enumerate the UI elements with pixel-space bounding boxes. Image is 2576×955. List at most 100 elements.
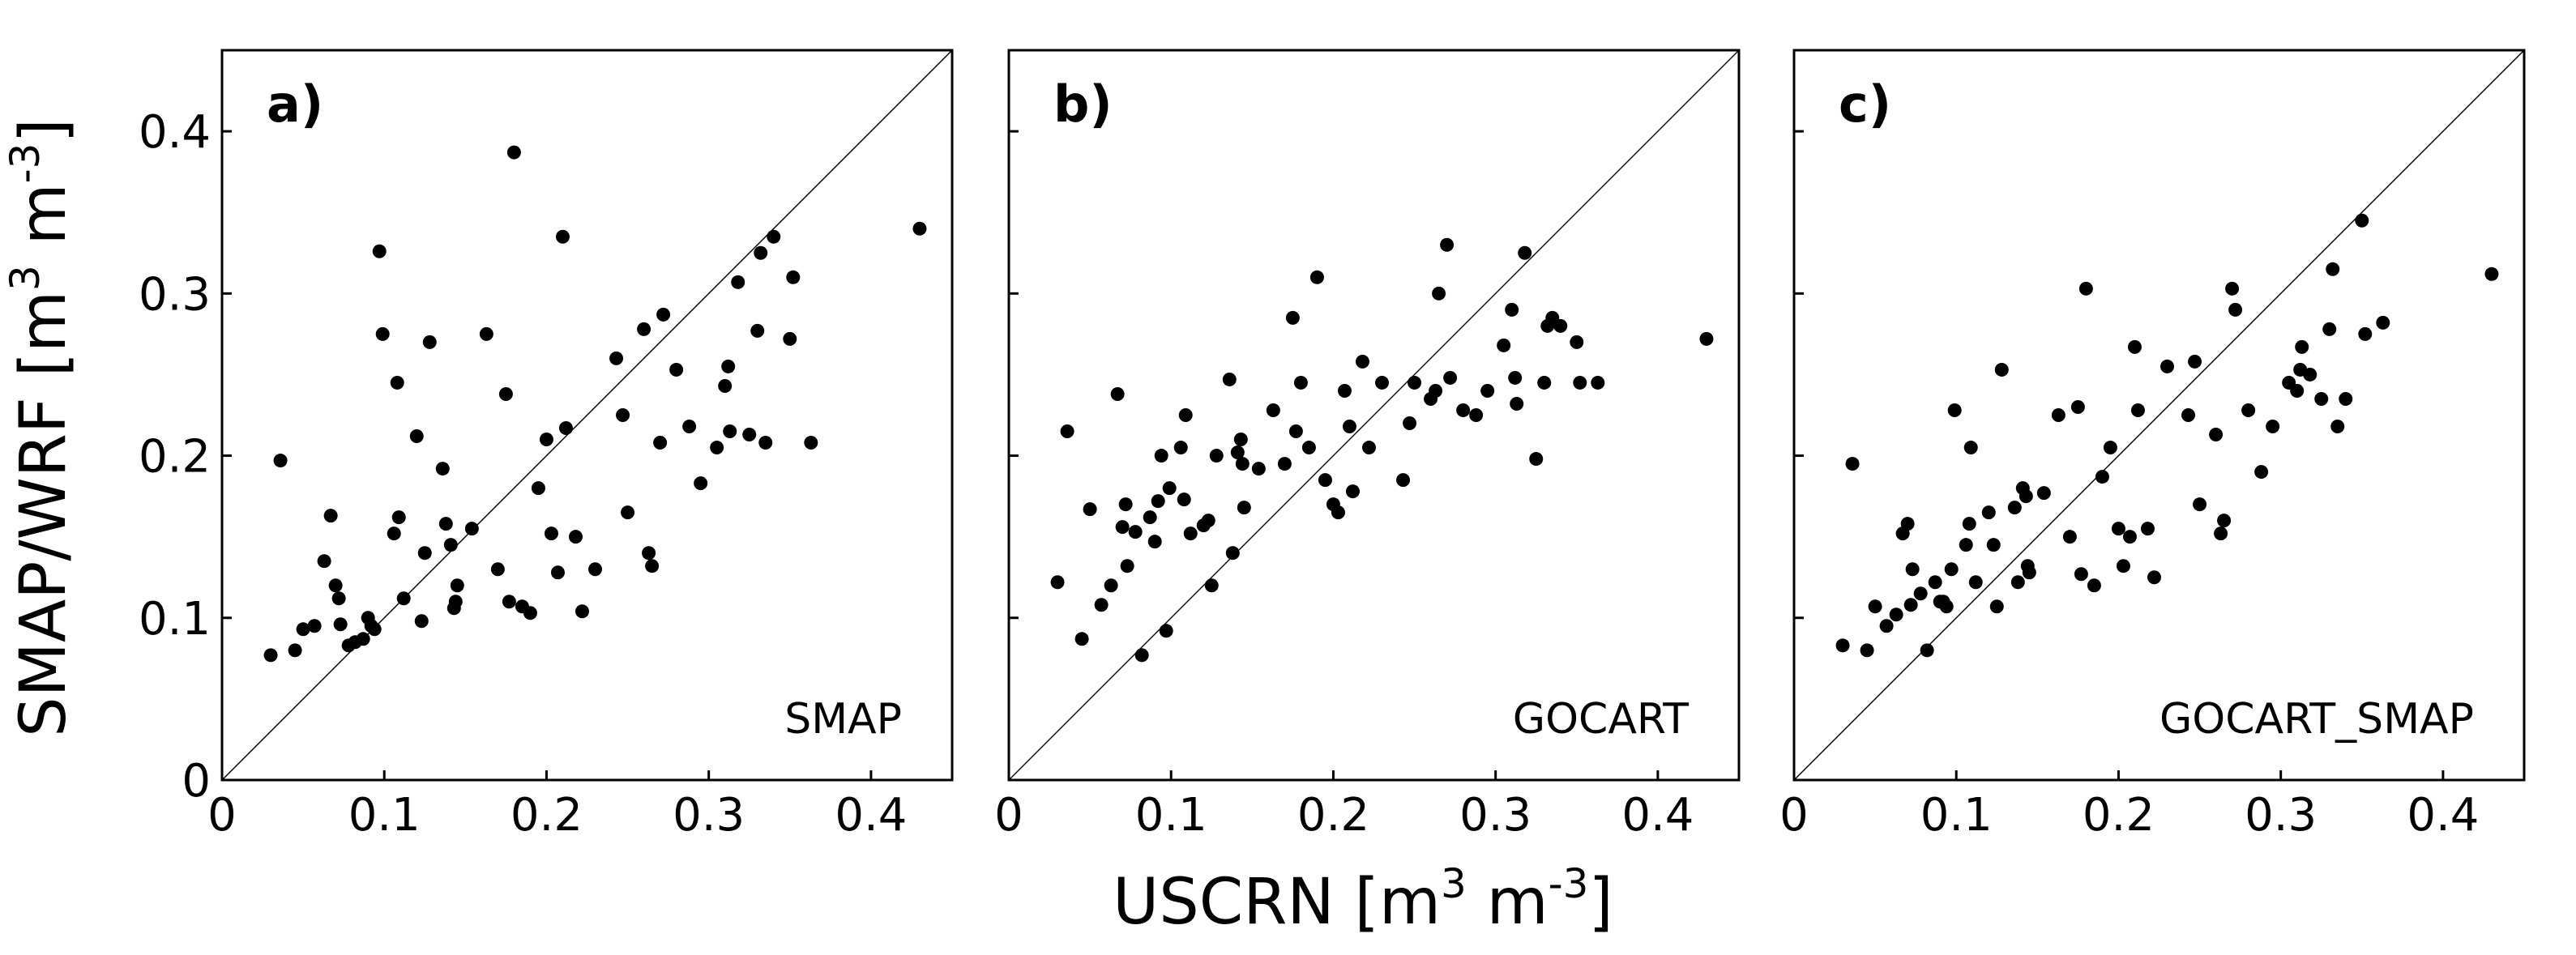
data-point	[443, 538, 458, 552]
x-tick-label: 0.3	[673, 789, 745, 842]
data-point	[1981, 505, 1996, 520]
x-tick-label: 0.1	[348, 789, 421, 842]
data-point	[531, 481, 545, 496]
data-point	[804, 436, 818, 450]
panel-label: c)	[1839, 75, 1891, 134]
data-point	[2007, 501, 2022, 515]
data-point	[1591, 375, 1605, 390]
data-point	[1699, 331, 1714, 346]
data-point	[1959, 538, 1973, 552]
data-point	[1074, 632, 1089, 646]
data-point	[387, 527, 401, 541]
data-point	[2295, 339, 2309, 354]
data-point	[1508, 370, 1523, 385]
data-point	[2355, 213, 2369, 228]
data-point	[1115, 520, 1130, 535]
data-point	[1986, 538, 2001, 552]
data-point	[1177, 492, 1191, 507]
data-point	[754, 245, 768, 260]
data-point	[2127, 339, 2142, 354]
data-point	[2188, 354, 2202, 369]
y-tick-label: 0	[182, 755, 211, 808]
data-point	[912, 221, 927, 236]
data-point	[742, 428, 757, 442]
data-point	[1505, 302, 1519, 317]
data-point	[694, 476, 708, 491]
one-to-one-line	[1793, 49, 2525, 781]
data-point	[1050, 575, 1065, 590]
data-point	[1233, 433, 1248, 447]
data-point	[450, 578, 464, 593]
data-point	[1845, 457, 1860, 471]
data-point	[2217, 514, 2232, 528]
data-point	[356, 632, 370, 646]
data-point	[1408, 375, 1422, 390]
data-point	[1429, 383, 1443, 398]
data-point	[1573, 375, 1587, 390]
y-tick-label: 0.3	[139, 268, 211, 321]
data-point	[2376, 315, 2390, 330]
data-point	[2225, 281, 2240, 296]
data-point	[328, 578, 343, 593]
data-point	[783, 331, 797, 346]
data-point	[1143, 510, 1157, 525]
data-point	[2070, 399, 2085, 414]
x-tick-label: 0.4	[835, 789, 907, 842]
data-point	[307, 619, 322, 633]
data-point	[2062, 530, 2077, 544]
x-tick-label: 0	[207, 789, 237, 842]
data-point	[2111, 522, 2125, 536]
data-point	[1230, 446, 1245, 460]
data-point	[372, 244, 387, 258]
data-point	[2160, 359, 2175, 373]
data-point	[1889, 608, 1903, 622]
data-point	[2266, 420, 2280, 434]
data-point	[1529, 452, 1544, 467]
data-point	[333, 617, 348, 632]
panel-1: 0 0.1 0.2 0.3 0.4 0 0.1 0.2 0.3 0.4 a) SMAP	[139, 49, 954, 842]
y-tick-label: 0.4	[139, 106, 211, 159]
data-point	[669, 362, 684, 377]
data-point	[2078, 281, 2093, 296]
data-point	[1151, 494, 1165, 509]
data-point	[568, 530, 583, 544]
data-point	[1337, 383, 1352, 398]
data-point	[2241, 403, 2256, 417]
data-point	[642, 546, 656, 561]
data-point	[2322, 322, 2337, 336]
x-tick-label: 0.4	[2407, 789, 2479, 842]
data-point	[1183, 527, 1198, 541]
data-point	[1903, 598, 1918, 612]
data-point	[1104, 578, 1118, 593]
plot-frame	[1007, 49, 1741, 782]
data-point	[2330, 420, 2345, 434]
y-axis-title: SMAP/WRF [m3 m-3]	[2, 118, 80, 737]
data-point	[1440, 237, 1455, 252]
data-point	[1301, 441, 1316, 455]
data-point	[331, 591, 346, 606]
data-point	[1162, 481, 1177, 496]
series-name-label: SMAP	[784, 695, 902, 744]
series-name-label: GOCART_SMAP	[2159, 695, 2474, 744]
data-point	[1403, 416, 1417, 431]
series-name-label: GOCART	[1513, 695, 1689, 744]
data-point	[2147, 570, 2161, 585]
data-point	[1083, 502, 1097, 517]
data-point	[1944, 562, 1959, 577]
data-point	[506, 145, 521, 160]
data-point	[656, 307, 671, 322]
data-point	[539, 433, 553, 447]
data-point	[1128, 525, 1143, 539]
data-point	[479, 326, 493, 341]
data-point	[1110, 386, 1125, 401]
data-point	[555, 229, 570, 244]
data-point	[1432, 286, 1446, 301]
data-point	[1225, 546, 1240, 561]
data-point	[2181, 408, 2196, 422]
x-tick-label: 0.1	[1135, 789, 1207, 842]
data-point	[375, 326, 390, 341]
data-point	[710, 441, 724, 455]
data-point	[1331, 505, 1345, 520]
data-point	[588, 562, 603, 577]
